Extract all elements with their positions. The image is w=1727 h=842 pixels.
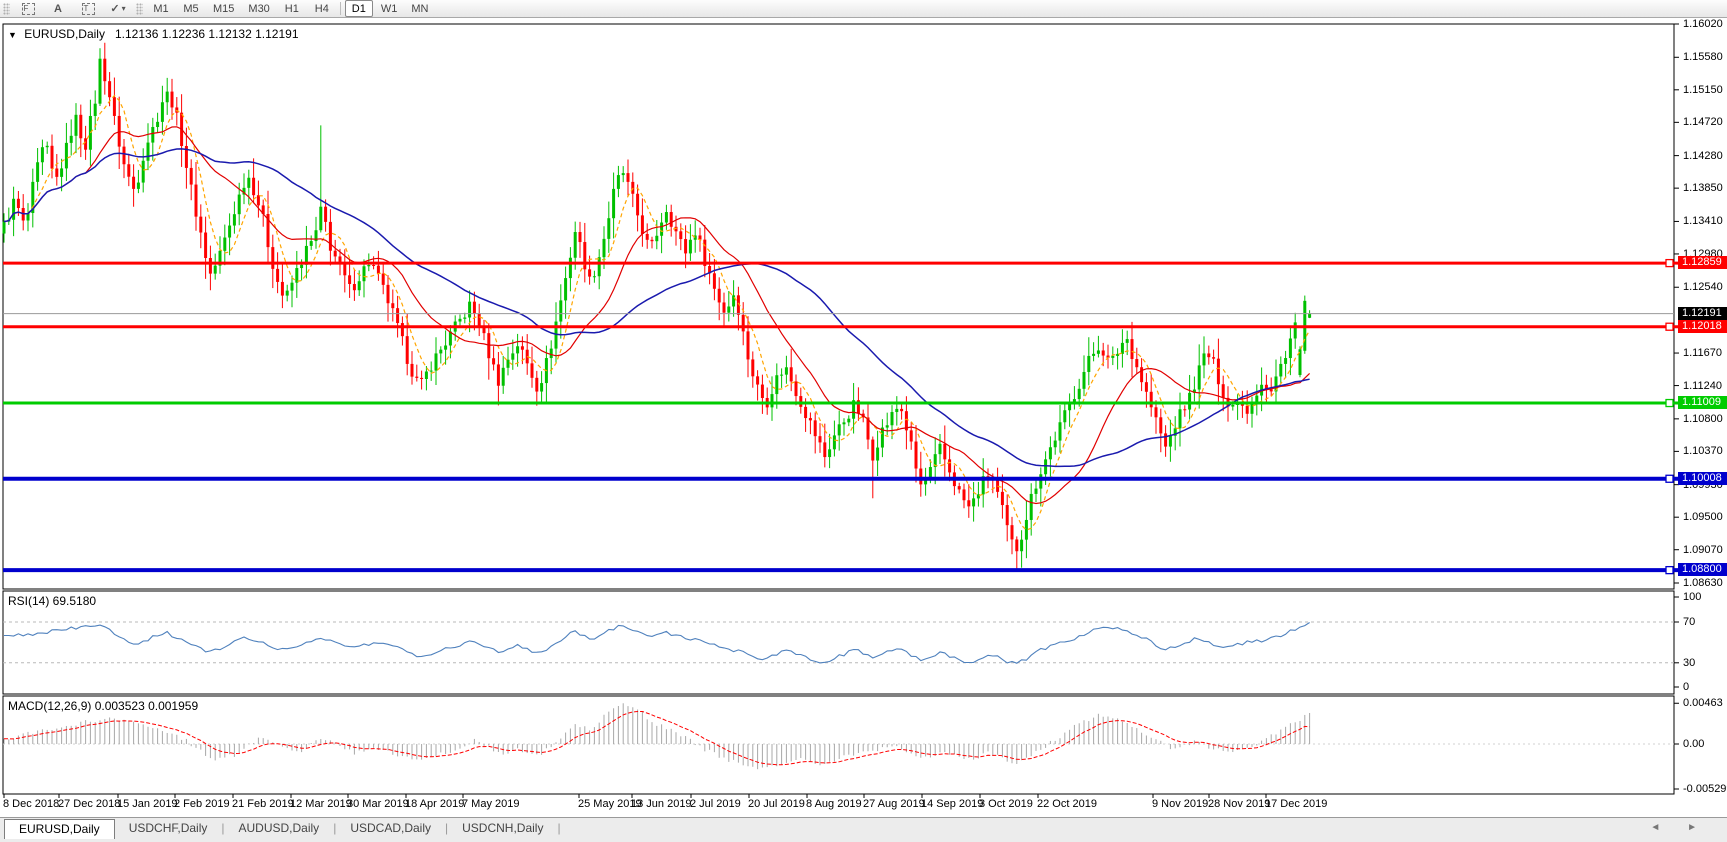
timeframe-button-h4[interactable]: H4 [314, 2, 329, 15]
rsi-tick-label: 100 [1683, 591, 1702, 603]
toolbar-grip[interactable] [3, 2, 10, 15]
macd-indicator-label: MACD(12,26,9) 0.003523 0.001959 [8, 699, 199, 713]
date-label: 3 Oct 2019 [979, 798, 1033, 810]
timeframe-button-m15[interactable]: M15 [213, 2, 235, 15]
tab-separator: | [333, 821, 337, 835]
price-tick-label: 1.09070 [1683, 543, 1723, 556]
price-tick-label: 1.15150 [1683, 83, 1723, 96]
date-label: 8 Aug 2019 [806, 798, 862, 810]
timeframe-button-m30[interactable]: M30 [248, 2, 270, 15]
date-label: 27 Dec 2018 [58, 798, 121, 810]
price-tick-label: 1.14280 [1683, 149, 1723, 162]
price-tick-label: 1.11240 [1683, 379, 1722, 392]
tab-separator: | [221, 821, 225, 835]
tab-audusd[interactable]: AUDUSD,Daily [238, 821, 320, 835]
rsi-tick-label: 30 [1683, 656, 1696, 669]
price-tick-label: 1.14720 [1683, 116, 1723, 129]
chart-symbol-timeframe: EURUSD,Daily [24, 27, 105, 41]
collapse-triangle-icon[interactable]: ▼ [8, 30, 17, 40]
rsi-tick-label: 70 [1683, 616, 1696, 628]
date-label: 17 Dec 2019 [1265, 798, 1328, 810]
dropdown-caret-icon[interactable]: ▾ [121, 4, 126, 13]
date-label: 30 Mar 2019 [347, 798, 409, 810]
text-label-icon[interactable]: A [54, 2, 62, 15]
macd-tick-label: 0.00463 [1683, 697, 1723, 710]
price-tick-label: 1.13850 [1683, 182, 1723, 195]
timeframe-button-w1[interactable]: W1 [380, 2, 398, 15]
date-label: 27 Aug 2019 [863, 798, 925, 810]
tab-usdchf[interactable]: USDCHF,Daily [128, 821, 208, 835]
macd-tick-label: 0.00 [1683, 738, 1705, 750]
price-level-badge: 1.12859 [1678, 256, 1727, 270]
date-label: 21 Feb 2019 [232, 798, 294, 810]
object-frame-f-icon: F [21, 2, 35, 15]
tab-separator: | [445, 821, 449, 835]
price-tick-label: 1.09500 [1683, 511, 1723, 524]
chart-ohlc-values: 1.12136 1.12236 1.12132 1.12191 [114, 27, 299, 41]
date-label: 2 Feb 2019 [174, 798, 230, 810]
arrow-objects-icon[interactable]: ✓ ▾ [110, 3, 126, 15]
date-label: 14 Sep 2019 [921, 798, 984, 810]
toolbar-grip[interactable] [136, 2, 143, 15]
chart-tab-bar: EURUSD,Daily USDCHF,Daily | AUDUSD,Daily | US… [0, 817, 1727, 842]
price-tick-label: 1.15580 [1683, 51, 1723, 64]
date-label: 9 Nov 2019 [1152, 798, 1209, 810]
text-box-icon: T [81, 2, 95, 15]
price-level-badge: 1.12018 [1678, 319, 1727, 333]
tab-separator: | [557, 821, 561, 835]
price-tick-label: 1.11670 [1683, 347, 1722, 360]
date-label: 25 May 2019 [578, 798, 642, 810]
price-tick-label: 1.13410 [1683, 215, 1723, 228]
rsi-tick-label: 0 [1683, 681, 1690, 693]
macd-tick-label: -0.005299 [1683, 783, 1727, 795]
tab-usdcad[interactable]: USDCAD,Daily [350, 821, 431, 835]
date-label: 15 Jan 2019 [117, 798, 178, 810]
object-frame-f-icon[interactable]: F [14, 0, 42, 17]
date-label: 13 Jun 2019 [631, 798, 692, 810]
date-label: 8 Dec 2018 [3, 798, 60, 810]
price-tick-label: 1.10800 [1683, 412, 1723, 425]
price-tick-label: 1.10370 [1683, 445, 1723, 458]
chart-title: ▼ EURUSD,Daily 1.12136 1.12236 1.12132 1… [8, 27, 299, 41]
chart-canvas[interactable] [0, 18, 1727, 817]
price-level-badge: 1.08800 [1678, 563, 1727, 577]
date-label: 7 May 2019 [462, 798, 520, 810]
timeframe-button-mn[interactable]: MN [411, 2, 429, 15]
timeframe-button-d1[interactable]: D1 [344, 0, 373, 17]
tab-usdcnh[interactable]: USDCNH,Daily [462, 821, 544, 835]
price-level-badge: 1.11009 [1678, 396, 1727, 410]
date-label: 20 Jul 2019 [748, 798, 805, 810]
price-tick-label: 1.16020 [1683, 18, 1723, 30]
date-label: 28 Nov 2019 [1208, 798, 1271, 810]
toolbar-separator [339, 2, 341, 15]
chart-window[interactable]: ▼ EURUSD,Daily 1.12136 1.12236 1.12132 1… [0, 18, 1727, 817]
tab-scroll-arrows: ◄ ► [1650, 822, 1709, 833]
toolbar: F A T ✓ ▾ M1 M5 M15 M30 H1 H4 D1 W1 MN [0, 0, 1727, 18]
price-tick-label: 1.08630 [1683, 577, 1723, 589]
date-label: 22 Oct 2019 [1037, 798, 1097, 810]
rsi-indicator-label: RSI(14) 69.5180 [8, 594, 97, 608]
tab-eurusd[interactable]: EURUSD,Daily [4, 819, 115, 839]
price-level-badge: 1.10008 [1678, 471, 1727, 485]
current-price-badge: 1.12191 [1678, 306, 1727, 320]
date-label: 18 Apr 2019 [405, 798, 465, 810]
timeframe-button-m5[interactable]: M5 [183, 2, 199, 15]
timeframe-button-h1[interactable]: H1 [284, 2, 299, 15]
text-box-icon[interactable]: T [74, 0, 102, 17]
date-label: 12 Mar 2019 [290, 798, 352, 810]
date-label: 2 Jul 2019 [690, 798, 741, 810]
price-tick-label: 1.12540 [1683, 281, 1723, 294]
timeframe-button-m1[interactable]: M1 [153, 2, 169, 15]
